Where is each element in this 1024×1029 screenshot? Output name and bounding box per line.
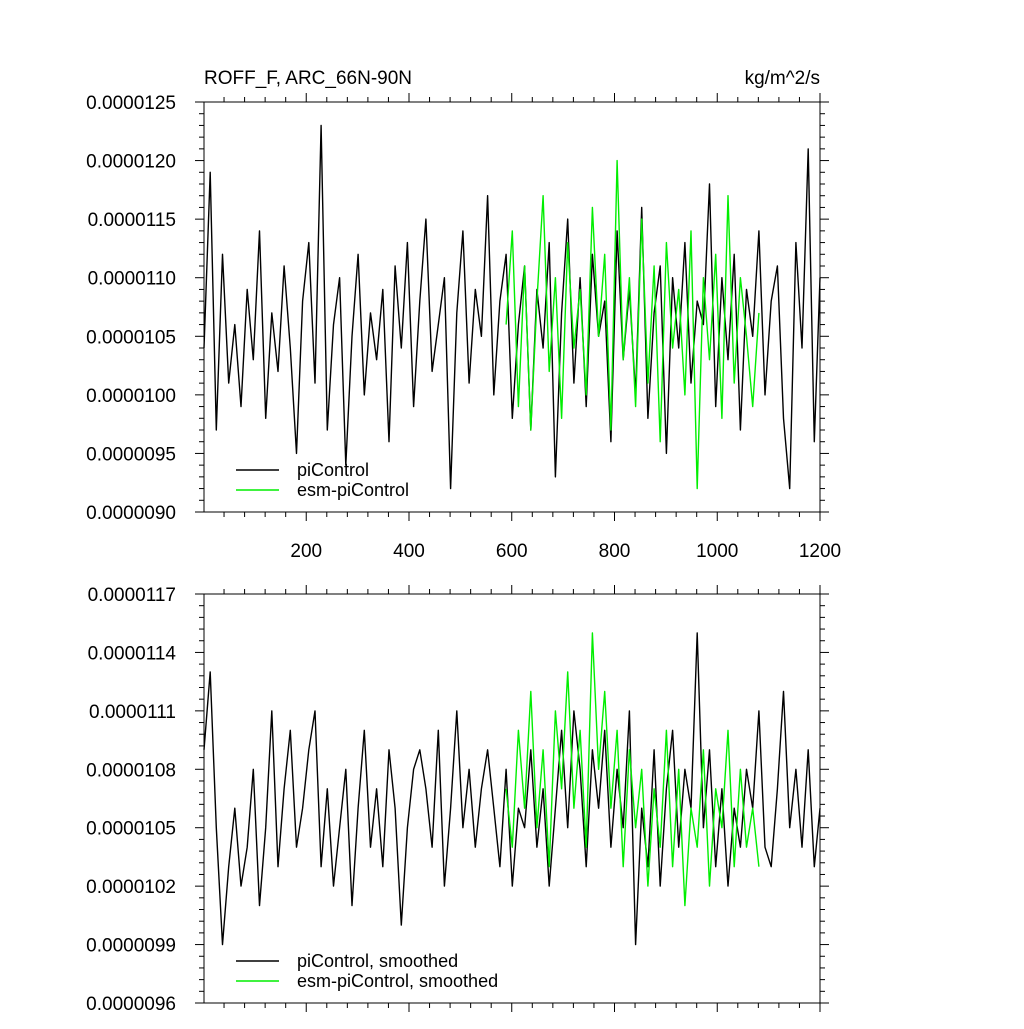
y-tick-label: 0.0000120 (86, 152, 176, 173)
y-tick-label: 0.0000096 (86, 994, 176, 1015)
chart-panels: 0.00000900.00000950.00001000.00001050.00… (86, 93, 841, 1015)
y-tick-label: 0.0000102 (86, 877, 176, 898)
units-label: kg/m^2/s (745, 68, 820, 89)
x-tick-label: 1000 (696, 541, 738, 562)
chart-title: ROFF_F, ARC_66N-90N (204, 68, 412, 89)
y-tick-label: 0.0000125 (86, 93, 176, 114)
x-tick-label: 600 (496, 541, 528, 562)
x-tick-label: 400 (393, 541, 425, 562)
y-tick-label: 0.0000114 (88, 643, 177, 664)
legend-label: piControl (297, 460, 369, 480)
legend-label: piControl, smoothed (297, 951, 458, 971)
legend-label: esm-piControl (297, 480, 409, 500)
legend-label: esm-piControl, smoothed (297, 971, 498, 991)
x-tick-label: 200 (290, 541, 322, 562)
y-tick-label: 0.0000111 (89, 702, 176, 723)
plot-frame (203, 593, 821, 1004)
y-tick-label: 0.0000105 (86, 819, 176, 840)
y-tick-label: 0.0000095 (86, 444, 176, 465)
y-tick-label: 0.0000110 (88, 269, 176, 290)
y-tick-label: 0.0000090 (86, 503, 176, 524)
series-line-1 (203, 632, 821, 946)
series-line-1 (203, 124, 821, 490)
series-line-2 (505, 632, 760, 907)
y-tick-label: 0.0000099 (86, 936, 176, 957)
series-line-2 (505, 159, 760, 490)
x-tick-label: 800 (599, 541, 631, 562)
y-tick-label: 0.0000100 (86, 386, 176, 407)
y-tick-label: 0.0000115 (88, 210, 176, 231)
y-tick-label: 0.0000108 (86, 760, 176, 781)
x-tick-label: 1200 (799, 541, 841, 562)
y-tick-label: 0.0000117 (88, 585, 176, 606)
panel-1: 0.0000090 0.0000095 0.0000100 0.0000105 0.00… (86, 93, 841, 562)
y-tick-label: 0.0000105 (86, 327, 176, 348)
panel-2: 0.0000096 0.0000099 0.0000102 0.0000105 0.00… (86, 585, 829, 1015)
